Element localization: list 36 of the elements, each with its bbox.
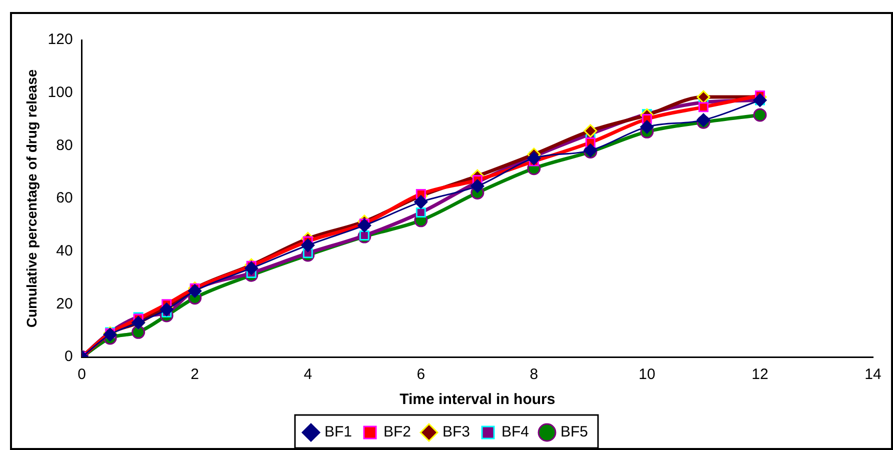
point [188, 284, 202, 298]
x-tick-label: 8 [530, 366, 538, 384]
point [416, 208, 426, 218]
legend-label: BF1 [324, 424, 352, 441]
y-axis-title: Cumulative percentage of drug release [23, 69, 40, 328]
x-tick-label: 14 [864, 366, 882, 384]
point [527, 152, 541, 166]
point [470, 179, 484, 193]
point [414, 195, 428, 209]
point [358, 218, 372, 232]
legend-label: BF4 [502, 424, 530, 441]
y-tick-label: 120 [48, 31, 73, 48]
x-tick-label: 2 [190, 366, 200, 384]
legend-label: BF2 [383, 424, 411, 441]
legend-label: BF5 [560, 424, 588, 441]
point [640, 120, 654, 134]
y-tick-label: 100 [48, 84, 73, 101]
point [696, 90, 710, 104]
x-tick-label: 0 [78, 366, 86, 384]
x-tick-label: 12 [752, 366, 768, 384]
y-tick-label: 0 [64, 348, 73, 366]
x-tick-label: 6 [416, 366, 426, 384]
point [584, 124, 598, 138]
y-tick-label: 60 [56, 190, 73, 207]
y-tick-label: 20 [56, 295, 73, 312]
point [753, 108, 767, 122]
x-tick-label: 4 [304, 366, 312, 384]
y-tick-label: 40 [56, 242, 73, 260]
legend-label: BF3 [442, 424, 470, 441]
point [244, 261, 258, 275]
point [698, 102, 708, 112]
x-axis-title: Time interval in hours [400, 391, 556, 408]
point [160, 302, 174, 316]
x-tick-label: 10 [638, 366, 656, 384]
point [301, 238, 315, 252]
y-tick-label: 80 [56, 136, 73, 154]
